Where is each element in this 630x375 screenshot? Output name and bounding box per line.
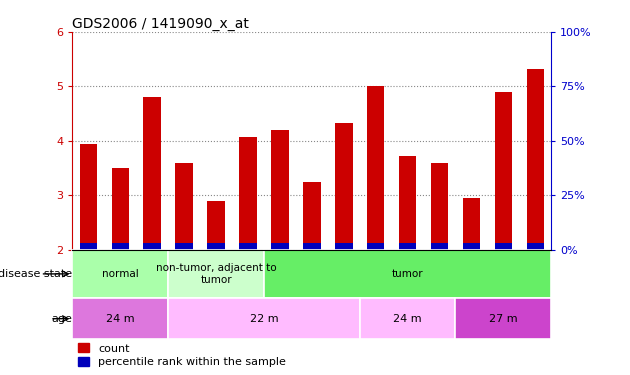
Bar [335, 123, 353, 250]
Text: GDS2006 / 1419090_x_at: GDS2006 / 1419090_x_at [72, 17, 249, 31]
Bar [360, 298, 455, 339]
Text: age: age [52, 314, 72, 324]
Text: non-tumor, adjacent to
tumor: non-tumor, adjacent to tumor [156, 263, 277, 285]
Bar [303, 243, 321, 250]
Bar [79, 243, 97, 250]
Bar [72, 250, 168, 298]
Text: 24 m: 24 m [106, 314, 135, 324]
Text: 22 m: 22 m [249, 314, 278, 324]
Bar [207, 243, 225, 250]
Bar [207, 201, 225, 250]
Bar [431, 243, 449, 250]
Bar [303, 182, 321, 250]
Bar [271, 243, 289, 250]
Bar [335, 243, 353, 250]
Text: 24 m: 24 m [393, 314, 422, 324]
Bar [367, 86, 384, 250]
Bar [239, 137, 257, 250]
Bar [168, 298, 360, 339]
Bar [455, 298, 551, 339]
Text: normal: normal [102, 269, 139, 279]
Bar [264, 250, 551, 298]
Bar [495, 243, 512, 250]
Text: disease state: disease state [0, 269, 72, 279]
Bar [112, 243, 129, 250]
Bar [175, 163, 193, 250]
Bar [399, 243, 416, 250]
Bar [462, 243, 480, 250]
Bar [72, 298, 168, 339]
Text: 27 m: 27 m [489, 314, 518, 324]
Bar [144, 243, 161, 250]
Bar [431, 163, 449, 250]
Bar [495, 92, 512, 250]
Text: tumor: tumor [392, 269, 423, 279]
Bar [239, 243, 257, 250]
Bar [175, 243, 193, 250]
Bar [399, 156, 416, 250]
Bar [271, 130, 289, 250]
Bar [527, 243, 544, 250]
Bar [112, 168, 129, 250]
Bar [367, 243, 384, 250]
Bar [527, 69, 544, 250]
Bar [79, 144, 97, 250]
Legend: count, percentile rank within the sample: count, percentile rank within the sample [78, 343, 286, 368]
Bar [144, 97, 161, 250]
Bar [168, 250, 264, 298]
Bar [462, 198, 480, 250]
